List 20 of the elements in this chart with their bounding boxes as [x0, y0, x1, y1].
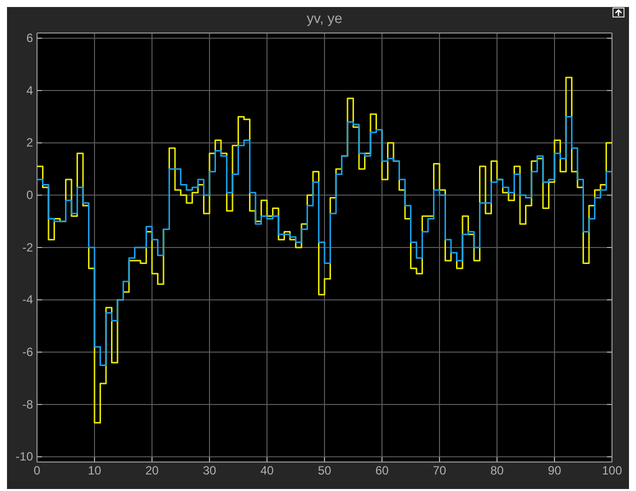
x-tick-label: 60 [375, 464, 389, 478]
y-tick-label: 4 [26, 83, 34, 98]
y-tick-label: -8 [22, 397, 34, 412]
y-tick-label: -2 [22, 240, 34, 254]
x-tick-label: 80 [490, 464, 504, 478]
y-tick-label: -4 [22, 292, 34, 307]
x-tick-label: 20 [145, 464, 159, 478]
y-tick-label: 2 [26, 136, 34, 150]
x-tick-label: 50 [318, 464, 332, 478]
x-tick-label: 40 [260, 464, 274, 478]
y-tick-label: 0 [26, 188, 34, 202]
x-tick-label: 10 [88, 464, 102, 478]
x-tick-label: 70 [432, 464, 446, 478]
x-tick-label: 90 [548, 464, 562, 478]
x-tick-label: 30 [202, 464, 216, 478]
y-tick-label: -10 [16, 450, 34, 464]
y-tick-label: 6 [26, 31, 34, 46]
chart-title: yv, ye [306, 10, 342, 26]
x-tick-label: 100 [602, 464, 622, 478]
y-tick-label: -6 [22, 344, 34, 359]
